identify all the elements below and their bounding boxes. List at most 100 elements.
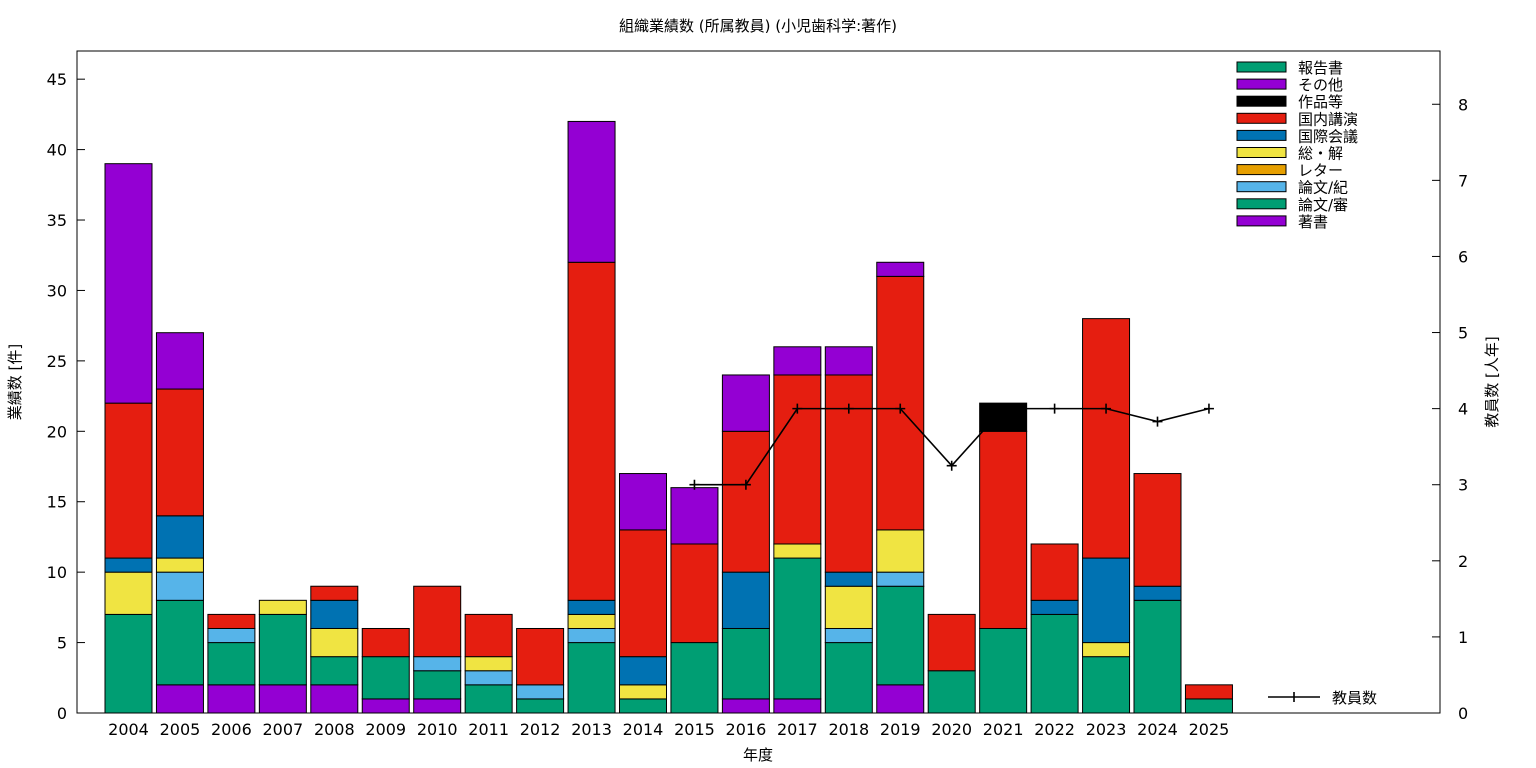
bar-segment <box>464 656 513 672</box>
y-tick-label: 15 <box>47 493 67 512</box>
y2-tick-label: 3 <box>1458 476 1468 495</box>
bar-segment <box>464 670 513 686</box>
x-tick-label: 2007 <box>262 720 303 739</box>
legend-swatch <box>1236 181 1287 193</box>
bar-segment <box>619 684 667 700</box>
staff-line <box>694 407 1210 486</box>
y2-tick-label: 7 <box>1458 171 1468 190</box>
bar-segment <box>876 571 925 587</box>
plot-frame <box>76 50 1441 714</box>
x-tick-label: 2025 <box>1189 720 1230 739</box>
x-tick-label: 2024 <box>1137 720 1178 739</box>
bar-segment <box>1030 613 1079 714</box>
bar-segment <box>155 332 204 390</box>
bar-segment <box>1133 473 1182 587</box>
bar-segment <box>1184 698 1233 714</box>
bar-segment <box>773 557 822 700</box>
staff-point <box>689 479 700 490</box>
x-tick-label: 2016 <box>726 720 767 739</box>
bar-segment <box>1082 557 1131 644</box>
y-tick-label: 45 <box>47 70 67 89</box>
bar-segment <box>155 571 204 601</box>
bar-segment <box>516 684 565 700</box>
bar-segment <box>361 698 410 714</box>
bar-segment <box>258 599 307 615</box>
y-tick-label: 25 <box>47 352 67 371</box>
bar-segment <box>1082 642 1131 658</box>
bar-segment <box>567 120 616 263</box>
legend-label: 国内講演 <box>1298 110 1358 128</box>
y-tick-label: 10 <box>47 563 67 582</box>
bar-segment <box>310 627 359 658</box>
bar-segment <box>773 698 822 714</box>
bar-segment <box>567 642 616 714</box>
legend-swatch <box>1236 164 1287 176</box>
bar-segment <box>413 670 462 700</box>
bar-segment <box>670 642 719 714</box>
bar-segment <box>619 529 667 658</box>
bar-segment <box>619 656 667 686</box>
bar-segment <box>979 627 1028 714</box>
bar-segment <box>876 275 925 531</box>
bar-segment <box>824 571 873 587</box>
legend-label: 国際会議 <box>1298 127 1358 145</box>
x-tick-label: 2006 <box>211 720 252 739</box>
bar-segment <box>619 473 667 531</box>
y2-tick-label: 8 <box>1458 95 1468 114</box>
x-tick-label: 2014 <box>623 720 664 739</box>
bars-layer <box>104 120 1233 714</box>
legend-label: 著書 <box>1298 213 1328 231</box>
bar-segment <box>104 571 153 615</box>
y2-tick-label: 4 <box>1458 400 1468 419</box>
bar-segment <box>619 698 667 714</box>
bar-segment <box>721 571 770 629</box>
bar-segment <box>1030 599 1079 615</box>
bar-segment <box>773 374 822 545</box>
bar-segment <box>670 543 719 644</box>
legend-label: 作品等 <box>1298 93 1343 111</box>
bar-segment <box>979 430 1028 629</box>
bar-segment <box>104 402 153 559</box>
legend-swatch <box>1236 78 1287 90</box>
bar-segment <box>773 346 822 376</box>
x-tick-label: 2005 <box>160 720 201 739</box>
bar-segment <box>721 430 770 573</box>
bar-segment <box>927 670 976 714</box>
y-tick-label: 5 <box>57 634 67 653</box>
bar-segment <box>310 599 359 629</box>
x-tick-label: 2012 <box>520 720 561 739</box>
staff-point <box>740 479 751 490</box>
bar-segment <box>310 684 359 714</box>
bar-segment <box>104 613 153 714</box>
x-tick-label: 2020 <box>931 720 972 739</box>
y2-tick-label: 0 <box>1458 704 1468 723</box>
staff-point <box>843 403 854 414</box>
x-tick-label: 2017 <box>777 720 818 739</box>
legend-swatch <box>1236 147 1287 158</box>
bar-segment <box>516 698 565 714</box>
bar-segment <box>155 599 204 686</box>
bar-segment <box>824 585 873 629</box>
bar-segment <box>567 599 616 615</box>
staff-point <box>895 403 906 414</box>
bar-segment <box>1030 543 1079 601</box>
bar-segment <box>1082 656 1131 714</box>
bar-segment <box>876 529 925 573</box>
bar-segment <box>876 585 925 686</box>
x-tick-label: 2013 <box>571 720 612 739</box>
staff-point <box>946 460 957 471</box>
legend-label: 報告書 <box>1298 59 1343 77</box>
y2-tick-label: 5 <box>1458 324 1468 343</box>
staff-point <box>1049 403 1060 414</box>
legend-label: その他 <box>1298 76 1343 94</box>
bar-segment <box>927 613 976 672</box>
bar-segment <box>1133 585 1182 601</box>
bar-segment <box>155 388 204 517</box>
legend-line-label: 教員数 <box>1332 689 1377 707</box>
legend-swatch <box>1236 61 1287 73</box>
bar-segment <box>567 261 616 601</box>
bar-segment <box>670 487 719 545</box>
